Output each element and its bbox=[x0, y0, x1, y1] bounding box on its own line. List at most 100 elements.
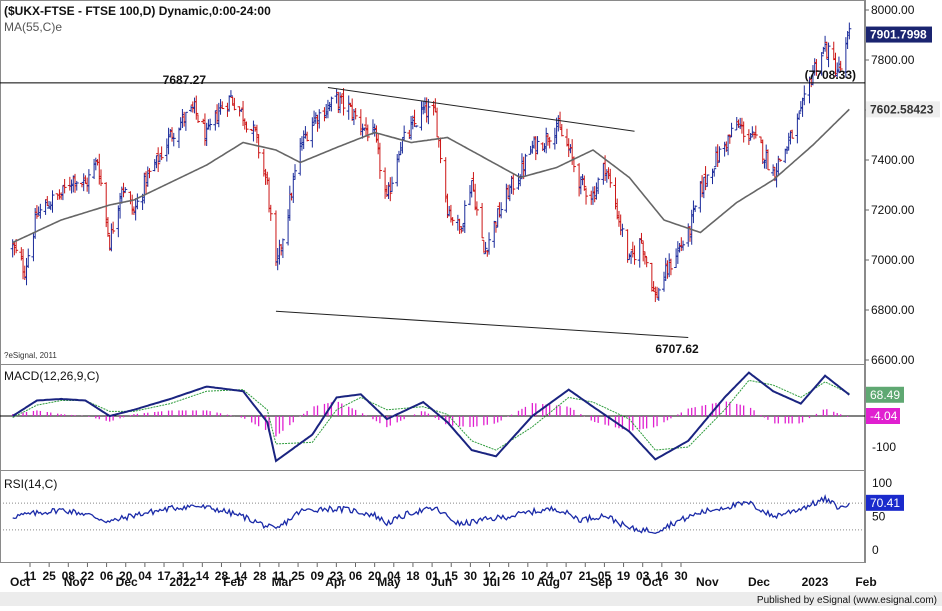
x-axis-month-label: Apr bbox=[325, 575, 346, 589]
rsi-ytick-label: 100 bbox=[872, 476, 892, 490]
price-ytick-label: 6600.00 bbox=[871, 353, 915, 367]
rsi-panel bbox=[0, 493, 865, 534]
labels-layer: 8000.007800.007600.007400.007200.007000.… bbox=[865, 3, 940, 557]
x-axis-day-label: 20 bbox=[119, 569, 133, 583]
x-axis-day-label: 26 bbox=[502, 569, 516, 583]
x-axis-month-label: 2023 bbox=[802, 575, 829, 589]
x-axis-day-label: 14 bbox=[196, 569, 210, 583]
x-axis-day-label: 05 bbox=[598, 569, 612, 583]
x-axis-month-label: Oct bbox=[10, 575, 30, 589]
trendline-upper bbox=[327, 87, 635, 132]
x-axis-month-label: Dec bbox=[116, 575, 138, 589]
rsi-value-label: 70.41 bbox=[870, 496, 900, 510]
price-chart-title: ($UKX-FTSE - FTSE 100,D) Dynamic,0:00-24… bbox=[4, 4, 271, 18]
x-axis-day-label: 28 bbox=[253, 569, 267, 583]
macd-panel-frame bbox=[0, 364, 865, 471]
ma-value-label: 7602.58423 bbox=[870, 102, 934, 116]
x-axis-month-label: Nov bbox=[696, 575, 719, 589]
x-axis-month-label: Nov bbox=[64, 575, 87, 589]
x-axis-day-label: 18 bbox=[406, 569, 420, 583]
x-axis-month-label: May bbox=[377, 575, 401, 589]
x-axis-day-label: 30 bbox=[674, 569, 688, 583]
x-axis-month-label: 2022 bbox=[169, 575, 196, 589]
x-axis-day-label: 23 bbox=[330, 569, 344, 583]
x-axis-month-label: Mar bbox=[272, 575, 294, 589]
macd-histogram-box bbox=[866, 408, 900, 424]
x-axis-day-label: 24 bbox=[540, 569, 554, 583]
macd-histogram-label: -4.04 bbox=[870, 409, 898, 423]
x-axis-day-label: 11 bbox=[24, 569, 37, 583]
x-axis-day-label: 25 bbox=[291, 569, 305, 583]
macd-panel bbox=[0, 371, 865, 463]
footer-label: Published by eSignal (www.esignal.com) bbox=[757, 595, 937, 606]
rsi-line bbox=[12, 493, 850, 534]
x-axis-day-label: 16 bbox=[655, 569, 669, 583]
x-axis-month-label: Jun bbox=[431, 575, 452, 589]
price-annotation-label: (7708.33) bbox=[805, 68, 856, 82]
x-axis-month-label: Aug bbox=[537, 575, 560, 589]
rsi-panel-frame bbox=[0, 470, 865, 563]
x-axis-day-label: 10 bbox=[521, 569, 535, 583]
macd-signal-line bbox=[12, 379, 850, 451]
x-axis-day-label: 20 bbox=[368, 569, 382, 583]
x-axis-month-label: Feb bbox=[223, 575, 244, 589]
x-axis-month-label: Oct bbox=[642, 575, 662, 589]
x-axis-day-label: 17 bbox=[157, 569, 171, 583]
macd-line bbox=[12, 371, 850, 463]
rsi-value-box bbox=[866, 494, 904, 511]
x-axis-month-label: Sep bbox=[590, 575, 612, 589]
price-annotation-label: 7687.27 bbox=[163, 73, 207, 87]
price-ytick-label: 8000.00 bbox=[871, 3, 915, 17]
x-axis-day-label: 07 bbox=[559, 569, 573, 583]
x-axis-month-label: Feb bbox=[855, 575, 876, 589]
x-axis-day-label: 19 bbox=[617, 569, 631, 583]
axis-area-right bbox=[865, 0, 942, 563]
x-axis-day-label: 14 bbox=[234, 569, 248, 583]
x-axis-day-label: 01 bbox=[425, 569, 439, 583]
price-ytick-label: 7000.00 bbox=[871, 253, 915, 267]
price-ytick-label: 7400.00 bbox=[871, 153, 915, 167]
price-annotation-label: 6707.62 bbox=[655, 342, 699, 356]
x-axis-day-label: 25 bbox=[42, 569, 56, 583]
footer-bar bbox=[0, 592, 942, 606]
macd-title: MACD(12,26,9,C) bbox=[4, 369, 99, 383]
x-axis-day-label: 22 bbox=[81, 569, 95, 583]
x-axis-day-label: 30 bbox=[464, 569, 478, 583]
x-axis-day-label: 31 bbox=[176, 569, 190, 583]
x-axis: 11 25 08 22 06 20 04 17 31 14 28 14 28 11 25 09 23 06 20 04… bbox=[10, 563, 877, 589]
x-axis-day-label: 04 bbox=[387, 569, 401, 583]
x-axis-day-label: 04 bbox=[138, 569, 152, 583]
last-price-box bbox=[866, 26, 932, 43]
macd-ytick-label: -100 bbox=[872, 440, 896, 454]
last-price-label: 7901.7998 bbox=[870, 28, 927, 42]
x-axis-month-label: Jul bbox=[483, 575, 500, 589]
price-panel-frame bbox=[0, 0, 865, 365]
x-axis-day-label: 09 bbox=[311, 569, 325, 583]
x-axis-day-label: 11 bbox=[273, 569, 286, 583]
x-axis-day-label: 08 bbox=[62, 569, 76, 583]
x-axis-month-label: Dec bbox=[748, 575, 770, 589]
trendline-lower bbox=[275, 310, 689, 338]
price-panel: 7687.27 6707.62 (7708.33) bbox=[0, 22, 865, 356]
price-ytick-label: 6800.00 bbox=[871, 303, 915, 317]
macd-value-box bbox=[866, 386, 904, 403]
x-axis-day-label: 06 bbox=[349, 569, 363, 583]
rsi-ytick-label: 50 bbox=[872, 510, 886, 524]
x-axis-day-label: 06 bbox=[100, 569, 114, 583]
x-axis-day-label: 12 bbox=[483, 569, 497, 583]
ma-value-box bbox=[866, 101, 940, 118]
rsi-title: RSI(14,C) bbox=[4, 477, 57, 491]
price-ytick-label: 7800.00 bbox=[871, 53, 915, 67]
macd-value-label: 68.49 bbox=[870, 388, 900, 402]
x-axis-day-label: 28 bbox=[215, 569, 229, 583]
rsi-ytick-label: 0 bbox=[872, 543, 879, 557]
x-axis-day-label: 15 bbox=[445, 569, 459, 583]
ma-55-line bbox=[12, 108, 850, 244]
x-axis-day-label: 21 bbox=[579, 569, 593, 583]
ma-legend-label: MA(55,C)e bbox=[4, 20, 62, 34]
x-axis-day-label: 03 bbox=[636, 569, 650, 583]
copyright-label: ?eSignal, 2011 bbox=[4, 351, 57, 360]
price-ytick-label: 7200.00 bbox=[871, 203, 915, 217]
